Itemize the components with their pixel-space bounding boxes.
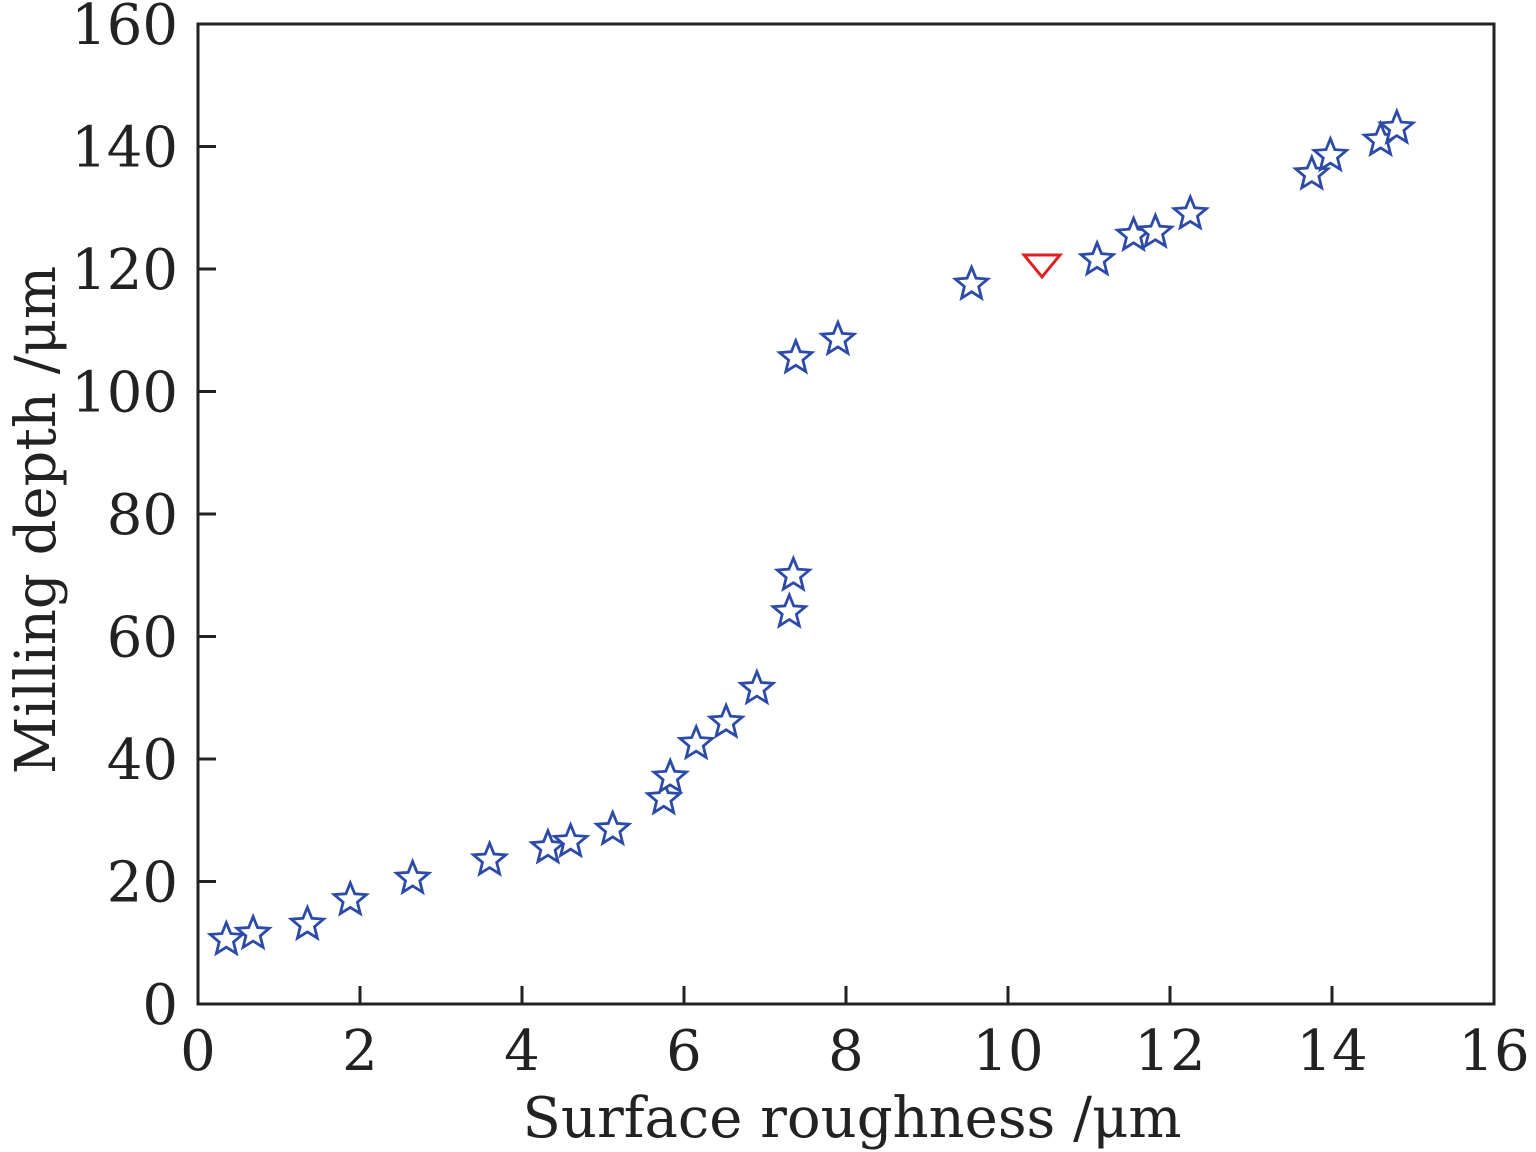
- star-point: [287, 903, 328, 942]
- star-point: [776, 337, 816, 375]
- star-point: [392, 857, 433, 896]
- star-point: [650, 756, 690, 795]
- x-tick-label: 14: [1296, 1019, 1367, 1084]
- star-point: [773, 554, 814, 593]
- star-point: [330, 879, 370, 917]
- star-point: [1077, 239, 1117, 277]
- x-axis-ticks: 0 2 4 6 8 10 12 14 16: [180, 986, 1530, 1084]
- x-tick-label: 16: [1458, 1019, 1529, 1084]
- y-axis-title: Milling depth /μm: [4, 266, 69, 774]
- star-point: [469, 839, 510, 877]
- star-point: [951, 263, 992, 302]
- star-point: [676, 722, 716, 761]
- star-point: [550, 820, 591, 859]
- x-tick-label: 8: [828, 1019, 864, 1084]
- x-tick-label: 0: [180, 1019, 216, 1084]
- y-tick-label: 140: [71, 116, 178, 181]
- x-axis-title: Surface roughness /μm: [523, 1086, 1182, 1151]
- y-tick-label: 0: [142, 973, 178, 1038]
- data-points: [206, 107, 1417, 957]
- star-point: [737, 667, 777, 706]
- y-tick-label: 40: [107, 728, 178, 793]
- x-tick-label: 10: [972, 1019, 1043, 1084]
- x-tick-label: 2: [342, 1019, 378, 1084]
- y-tick-label: 100: [71, 361, 178, 426]
- star-point: [593, 808, 633, 847]
- star-point: [1135, 211, 1176, 250]
- star-point: [818, 318, 858, 357]
- star-point: [1170, 193, 1210, 231]
- y-axis-ticks: 0 20 40 60 80 100 120 140 160: [71, 0, 216, 1038]
- star-point: [233, 912, 273, 951]
- x-tick-label: 6: [666, 1019, 702, 1084]
- y-tick-label: 60: [107, 606, 178, 671]
- star-point: [1376, 107, 1417, 145]
- star-point: [644, 778, 684, 816]
- x-tick-label: 4: [504, 1019, 540, 1084]
- y-tick-label: 120: [71, 238, 178, 303]
- y-tick-label: 20: [107, 851, 178, 916]
- star-point: [706, 701, 746, 740]
- triangle-point: [1020, 253, 1064, 280]
- star-point: [1310, 134, 1351, 173]
- star-point: [769, 591, 810, 629]
- y-tick-label: 80: [107, 483, 178, 548]
- x-tick-label: 12: [1134, 1019, 1205, 1084]
- y-tick-label: 160: [71, 0, 178, 58]
- star-point: [206, 918, 247, 957]
